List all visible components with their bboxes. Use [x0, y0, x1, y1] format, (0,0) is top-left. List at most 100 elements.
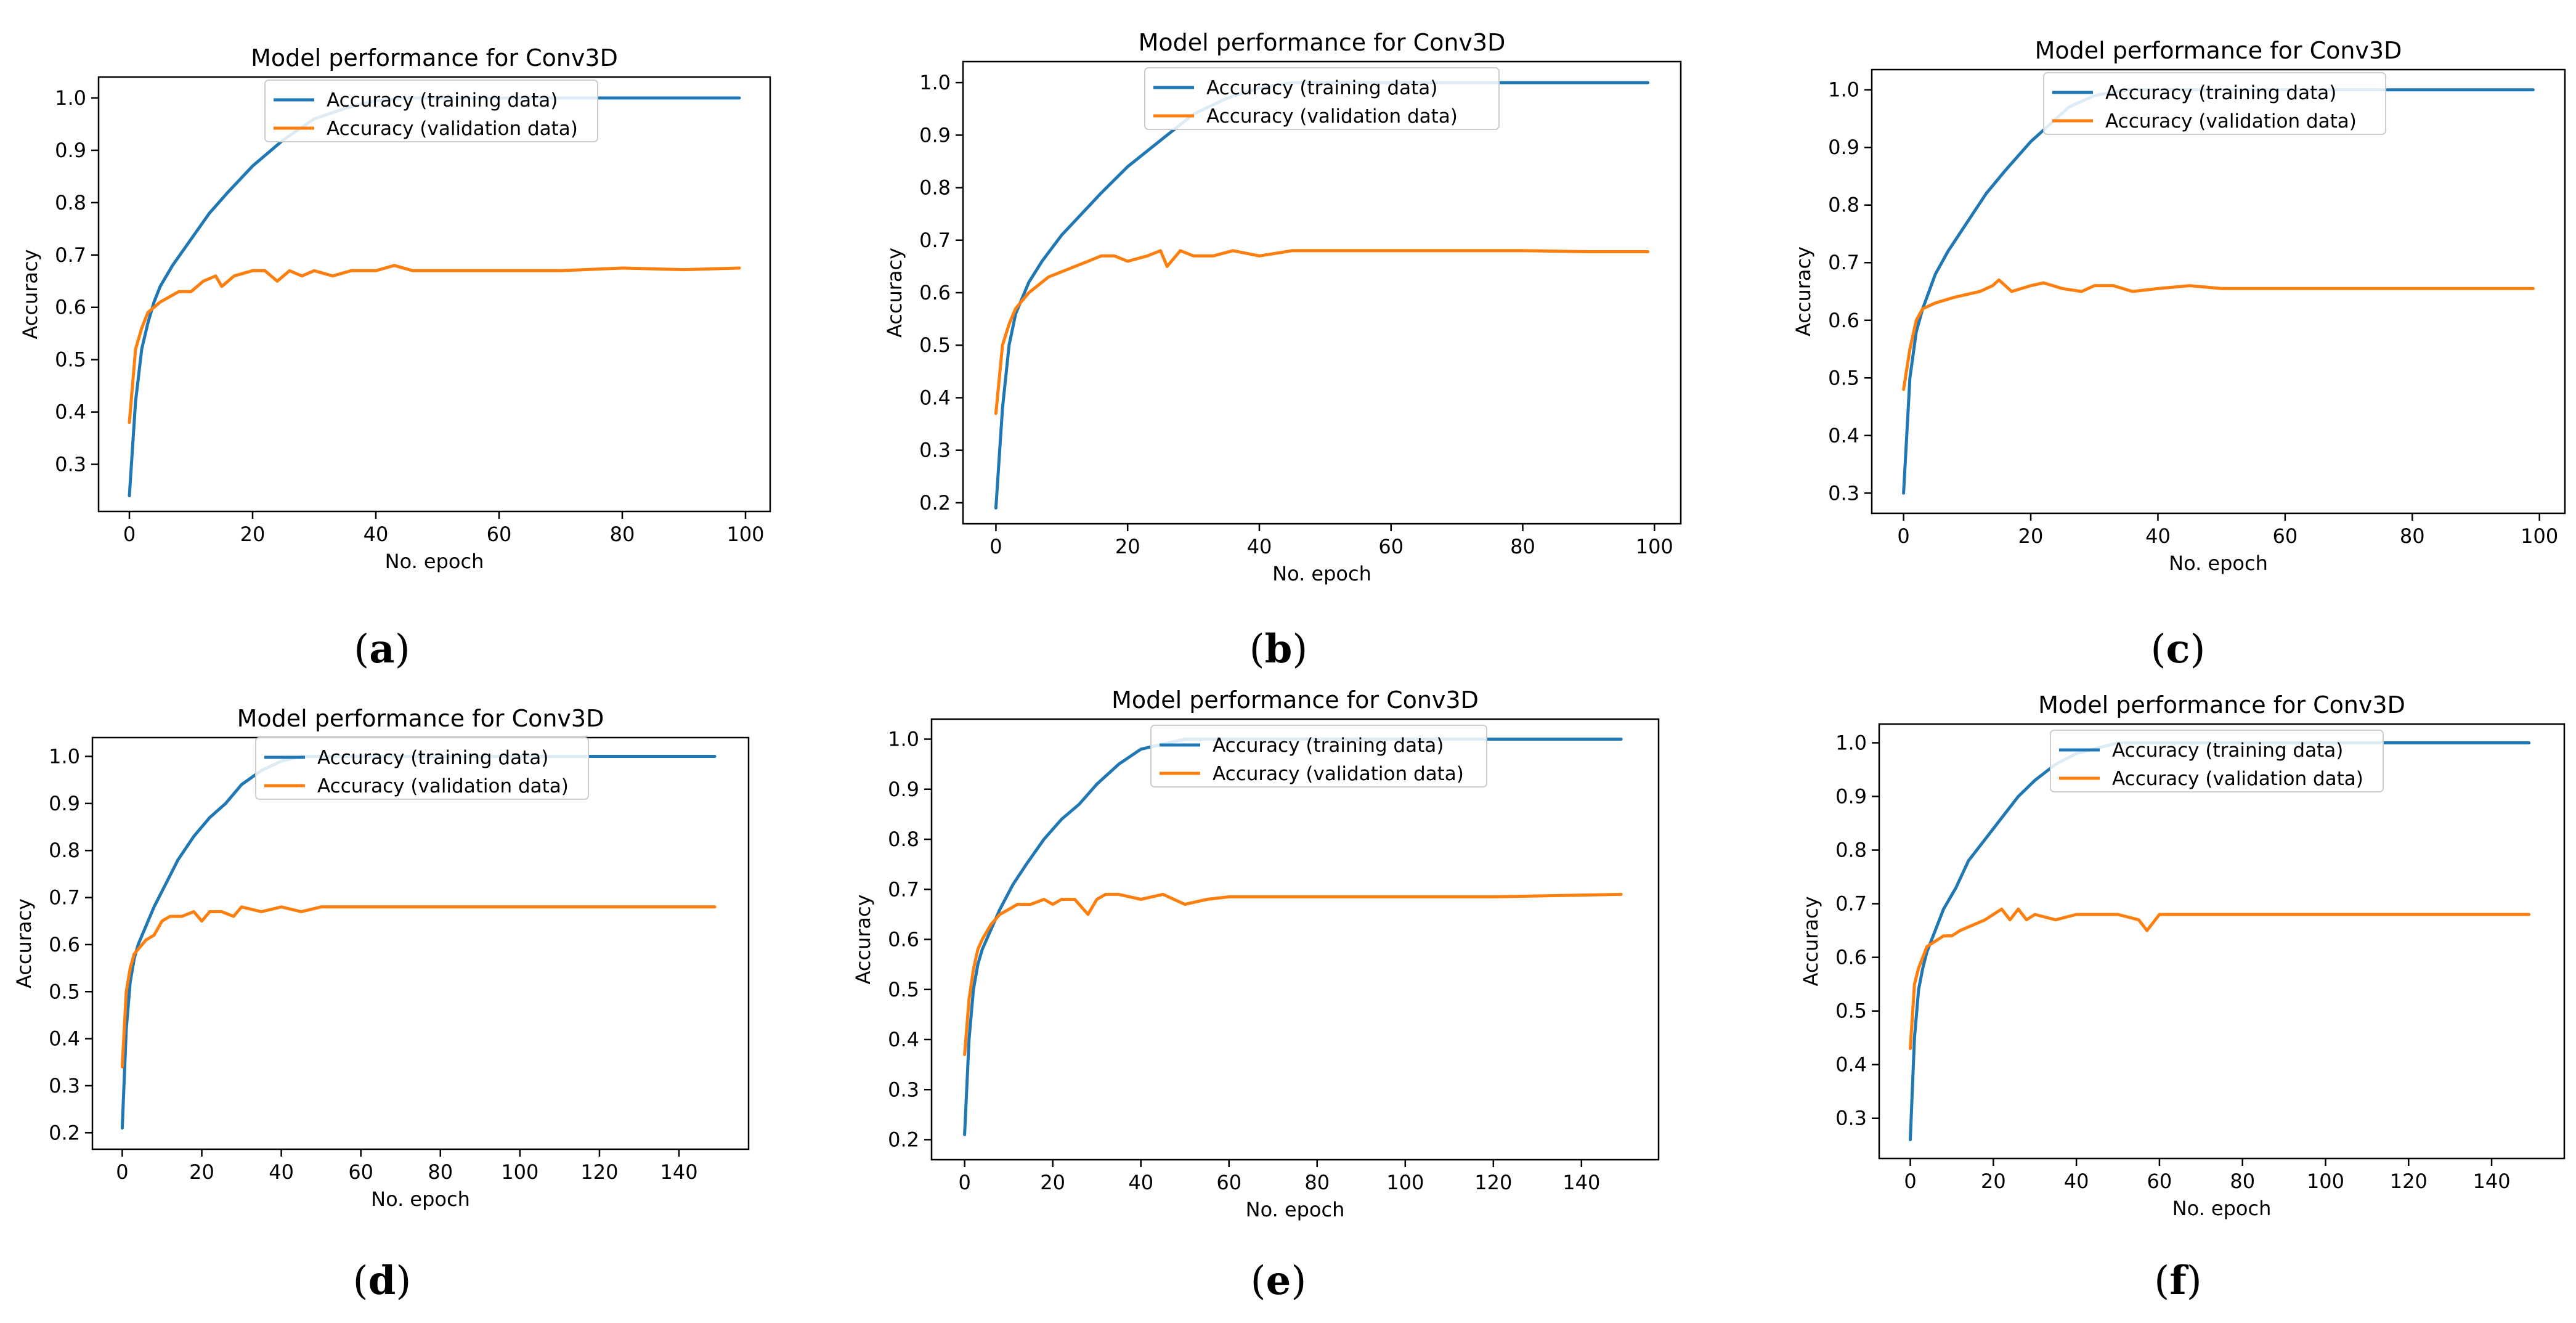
x-tick-label: 80 — [428, 1160, 453, 1184]
x-tick-label: 0 — [1904, 1170, 1916, 1193]
legend-box — [1144, 67, 1500, 130]
chart-d: Model performance for Conv3D 0 20 40 60 80 100… — [12, 705, 750, 1304]
x-tick-label: 20 — [2018, 524, 2044, 548]
y-axis-label: Accuracy — [18, 249, 42, 339]
series-line-validation — [128, 264, 741, 425]
x-tick-label: 0 — [116, 1160, 128, 1184]
series-line-training — [120, 755, 717, 1130]
subfigure-caption: (a) — [354, 626, 410, 672]
legend-label: Accuracy (validation data) — [1206, 105, 1458, 128]
y-tick-label: 0.7 — [919, 229, 951, 252]
x-tick-label: 60 — [1378, 535, 1404, 558]
series-line-training — [994, 81, 1650, 510]
legend-label: Accuracy (training data) — [1206, 77, 1437, 99]
y-tick-label: 0.6 — [49, 933, 80, 956]
y-tick-label: 0.6 — [919, 281, 951, 304]
x-tick-label: 40 — [364, 523, 389, 546]
chart-e: Model performance for Conv3D 0 20 40 60 80 100… — [851, 686, 1660, 1304]
axes-frame — [1878, 723, 2566, 1160]
y-tick-label: 0.5 — [55, 348, 86, 372]
x-tick-label: 20 — [1040, 1171, 1065, 1194]
y-axis-label: Accuracy — [12, 898, 36, 988]
y-tick-label: 0.7 — [55, 243, 86, 267]
x-tick-label: 20 — [240, 523, 266, 546]
legend-label: Accuracy (training data) — [317, 747, 548, 769]
x-tick-label: 40 — [2064, 1170, 2089, 1193]
x-tick-label: 100 — [726, 523, 764, 546]
y-tick-label: 1.0 — [1828, 78, 1859, 102]
legend-label: Accuracy (training data) — [327, 89, 558, 112]
y-tick-label: 0.5 — [1828, 366, 1859, 389]
y-tick-label: 0.8 — [55, 191, 86, 214]
y-tick-label: 0.8 — [919, 176, 951, 200]
y-tick-label: 0.5 — [49, 980, 80, 1003]
y-tick-label: 0.4 — [1828, 424, 1859, 447]
y-tick-label: 0.4 — [888, 1028, 919, 1051]
chart-title: Model performance for Conv3D — [1111, 686, 1479, 714]
y-tick-label: 0.4 — [55, 401, 86, 424]
y-tick-label: 0.3 — [1835, 1107, 1867, 1130]
y-tick-label: 1.0 — [1835, 731, 1867, 754]
y-tick-label: 0.9 — [888, 778, 919, 801]
y-axis-label: Accuracy — [883, 248, 906, 338]
y-tick-label: 0.3 — [888, 1078, 919, 1101]
y-tick-label: 0.8 — [888, 828, 919, 851]
y-tick-label: 0.6 — [888, 928, 919, 951]
x-tick-label: 60 — [348, 1160, 373, 1184]
x-tick-label: 80 — [2400, 524, 2425, 548]
x-tick-label: 60 — [2273, 524, 2298, 548]
x-tick-label: 20 — [189, 1160, 214, 1184]
y-tick-label: 1.0 — [919, 71, 951, 94]
y-tick-label: 0.6 — [1828, 309, 1859, 332]
x-tick-label: 80 — [610, 523, 635, 546]
legend-label: Accuracy (training data) — [2112, 739, 2343, 762]
x-tick-label: 100 — [501, 1160, 538, 1184]
subfigure-caption: (e) — [1251, 1258, 1307, 1304]
y-tick-label: 0.4 — [919, 386, 951, 409]
y-tick-label: 0.5 — [888, 978, 919, 1001]
chart-title: Model performance for Conv3D — [237, 705, 604, 732]
legend-label: Accuracy (validation data) — [2112, 768, 2363, 790]
y-tick-label: 0.6 — [55, 296, 86, 319]
x-tick-label: 0 — [958, 1171, 970, 1194]
series-line-validation — [120, 905, 717, 1069]
y-tick-label: 0.7 — [1828, 251, 1859, 274]
x-tick-label: 140 — [1562, 1171, 1600, 1194]
y-axis-label: Accuracy — [851, 894, 875, 984]
chart-title: Model performance for Conv3D — [2035, 37, 2402, 64]
x-axis-label: No. epoch — [371, 1187, 470, 1211]
y-tick-label: 0.3 — [919, 439, 951, 462]
legend-label: Accuracy (validation data) — [327, 118, 578, 140]
x-tick-label: 100 — [1386, 1171, 1424, 1194]
subfigure-caption: (d) — [353, 1258, 412, 1304]
series-line-validation — [1902, 278, 2535, 391]
x-tick-label: 100 — [1636, 535, 1673, 558]
x-tick-label: 40 — [1128, 1171, 1153, 1194]
y-tick-label: 0.9 — [55, 139, 86, 162]
x-tick-label: 60 — [2147, 1170, 2172, 1193]
y-tick-label: 0.2 — [919, 491, 951, 515]
y-tick-label: 0.9 — [1828, 136, 1859, 159]
y-tick-label: 0.9 — [49, 792, 80, 815]
y-tick-label: 0.3 — [1828, 481, 1859, 505]
x-tick-label: 120 — [2390, 1170, 2428, 1193]
x-axis-label: No. epoch — [385, 550, 484, 573]
x-tick-label: 20 — [1981, 1170, 2006, 1193]
series-line-validation — [994, 249, 1650, 415]
y-tick-label: 0.4 — [49, 1027, 80, 1051]
x-tick-label: 140 — [660, 1160, 698, 1184]
subfigure-letter: d — [368, 1258, 396, 1304]
subfigure-letter: e — [1266, 1258, 1291, 1304]
y-tick-label: 0.8 — [1835, 839, 1867, 862]
legend-label: Accuracy (validation data) — [2105, 110, 2357, 132]
y-tick-label: 0.4 — [1835, 1053, 1867, 1077]
axes-frame — [97, 76, 771, 513]
x-tick-label: 0 — [123, 523, 136, 546]
x-axis-label: No. epoch — [1246, 1198, 1345, 1221]
series-line-training — [128, 96, 741, 497]
series-line-training — [1909, 741, 2531, 1141]
subfigure-letter: f — [2169, 1258, 2188, 1304]
y-tick-label: 0.8 — [1828, 193, 1859, 217]
y-axis-label: Accuracy — [1799, 896, 1822, 986]
